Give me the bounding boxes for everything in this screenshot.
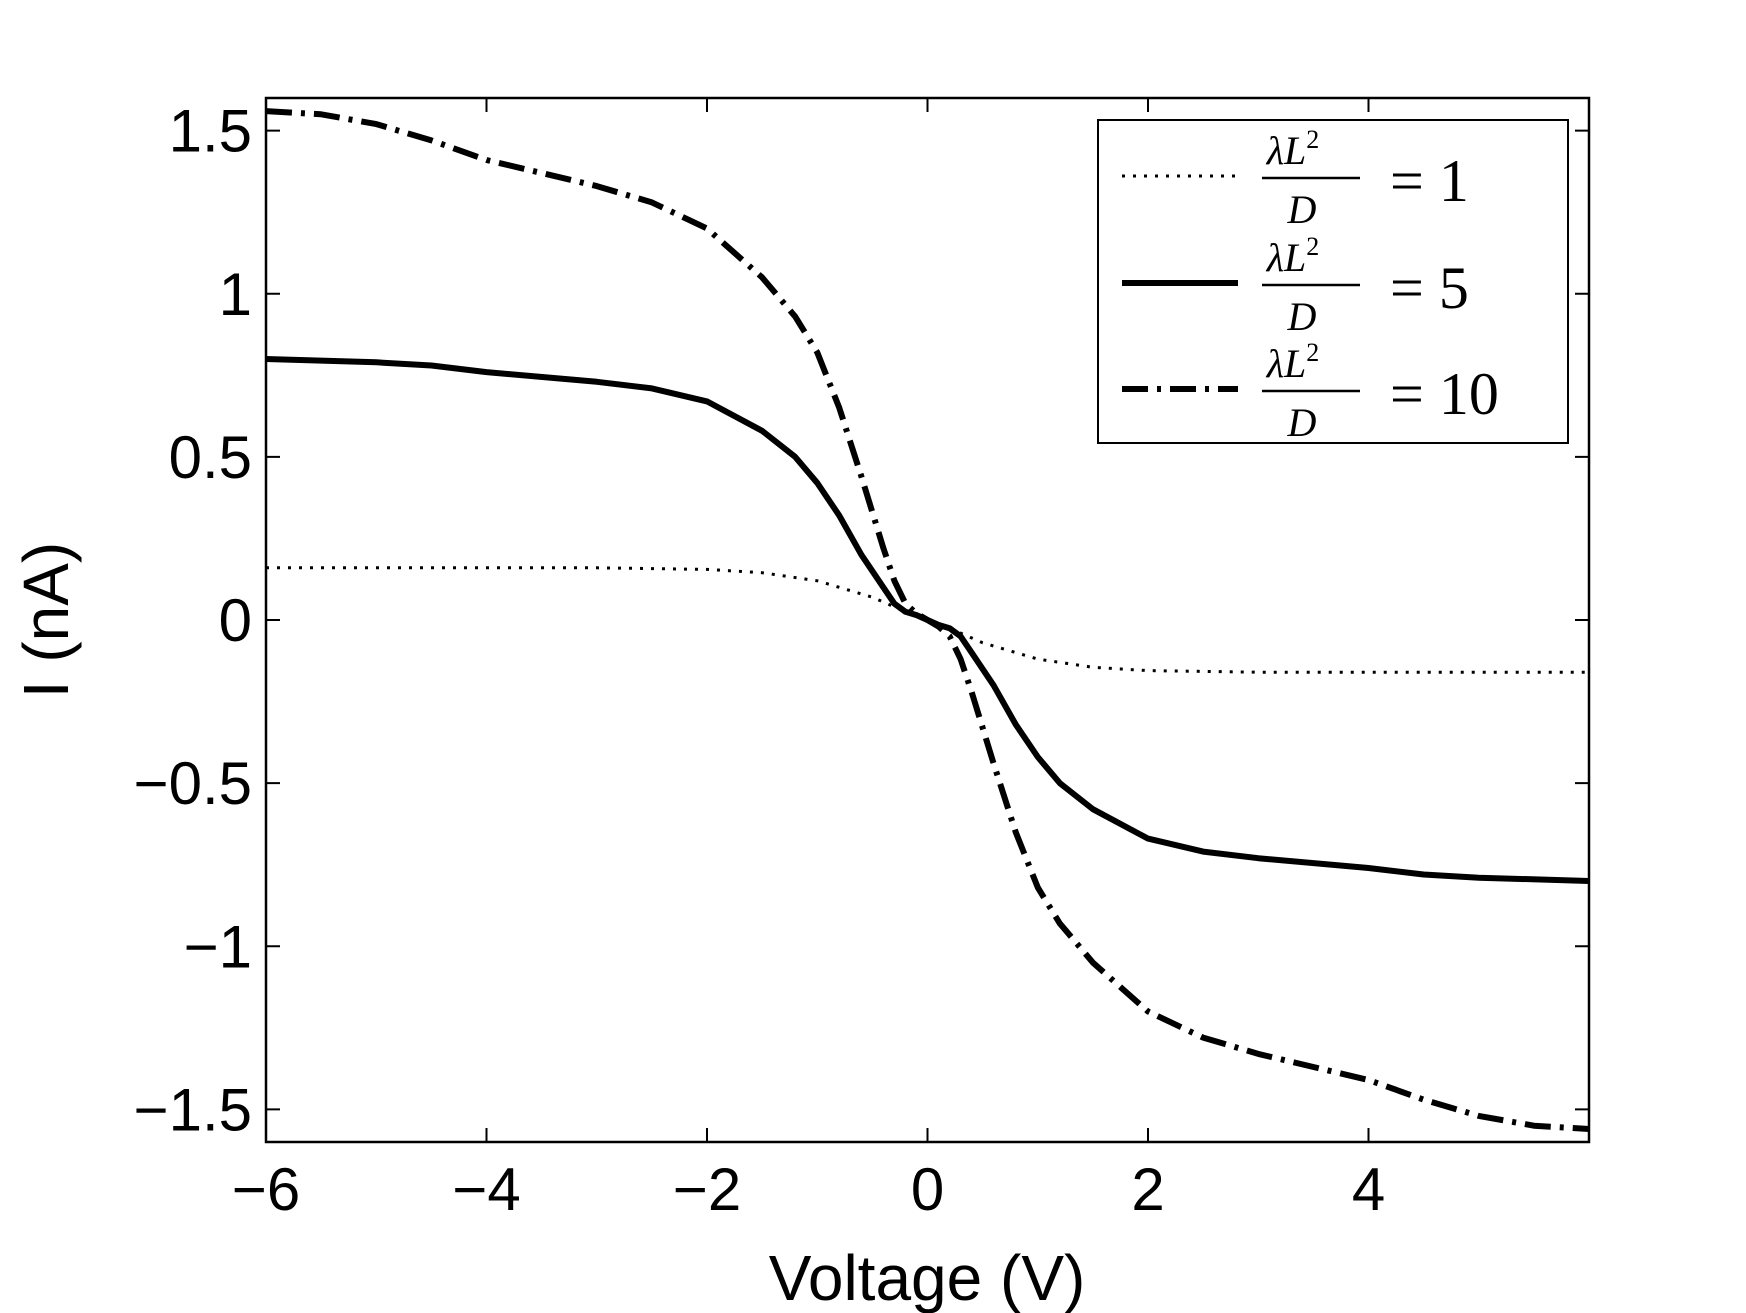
legend-2-denominator: D	[1287, 294, 1317, 339]
x-tick-label: 0	[911, 1156, 944, 1223]
x-tick-label: 2	[1131, 1156, 1164, 1223]
y-tick-label: 0.5	[169, 424, 252, 491]
x-axis-title: Voltage (V)	[769, 1242, 1086, 1313]
legend-1-numerator: λL2	[1266, 125, 1320, 173]
y-tick-label: 0	[219, 587, 252, 654]
legend-3-rhs: = 10	[1390, 361, 1499, 427]
legend-3-exp: 2	[1306, 338, 1319, 367]
x-tick-label: 4	[1352, 1156, 1385, 1223]
legend-2-numerator: λL2	[1266, 232, 1320, 280]
legend: λL2 D = 1 λL2 D = 5 λL2 D = 10	[1097, 119, 1569, 445]
legend-1-exp: 2	[1306, 125, 1319, 154]
x-tick-label: −2	[673, 1156, 741, 1223]
series-line-dotted	[266, 566, 1589, 674]
legend-2-exp: 2	[1306, 232, 1319, 261]
legend-entry-2: λL2 D = 5	[1122, 232, 1469, 339]
x-tick-label: −6	[232, 1156, 300, 1223]
plot-curves	[265, 108, 1590, 1132]
y-tick-label: 1	[219, 261, 252, 328]
x-tick-label: −4	[452, 1156, 520, 1223]
legend-1-lambda: λ	[1266, 128, 1284, 173]
legend-2-lambda: λ	[1266, 235, 1284, 280]
y-axis-title: I (nA)	[10, 542, 82, 698]
y-axis-ticks: 1.5 1 0.5 0 −0.5 −1 −1.5	[134, 98, 1589, 1143]
y-tick-label: −1	[184, 913, 252, 980]
y-tick-label: 1.5	[169, 98, 252, 165]
legend-2-L: L	[1283, 235, 1306, 280]
legend-1-L: L	[1283, 128, 1306, 173]
legend-entry-1: λL2 D = 1	[1122, 125, 1469, 232]
legend-1-denominator: D	[1287, 187, 1317, 232]
legend-2-rhs: = 5	[1390, 255, 1469, 321]
legend-3-denominator: D	[1287, 400, 1317, 445]
x-axis-ticks: −6 −4 −2 0 2 4	[232, 98, 1385, 1223]
y-tick-label: −0.5	[134, 750, 252, 817]
legend-entry-3: λL2 D = 10	[1122, 338, 1499, 445]
legend-3-numerator: λL2	[1266, 338, 1320, 386]
series-line-dashdot	[265, 108, 1590, 1132]
legend-3-lambda: λ	[1266, 341, 1284, 386]
legend-3-L: L	[1283, 341, 1306, 386]
legend-1-rhs: = 1	[1390, 148, 1469, 214]
plot-frame	[264, 96, 1591, 1144]
y-tick-label: −1.5	[134, 1076, 252, 1143]
